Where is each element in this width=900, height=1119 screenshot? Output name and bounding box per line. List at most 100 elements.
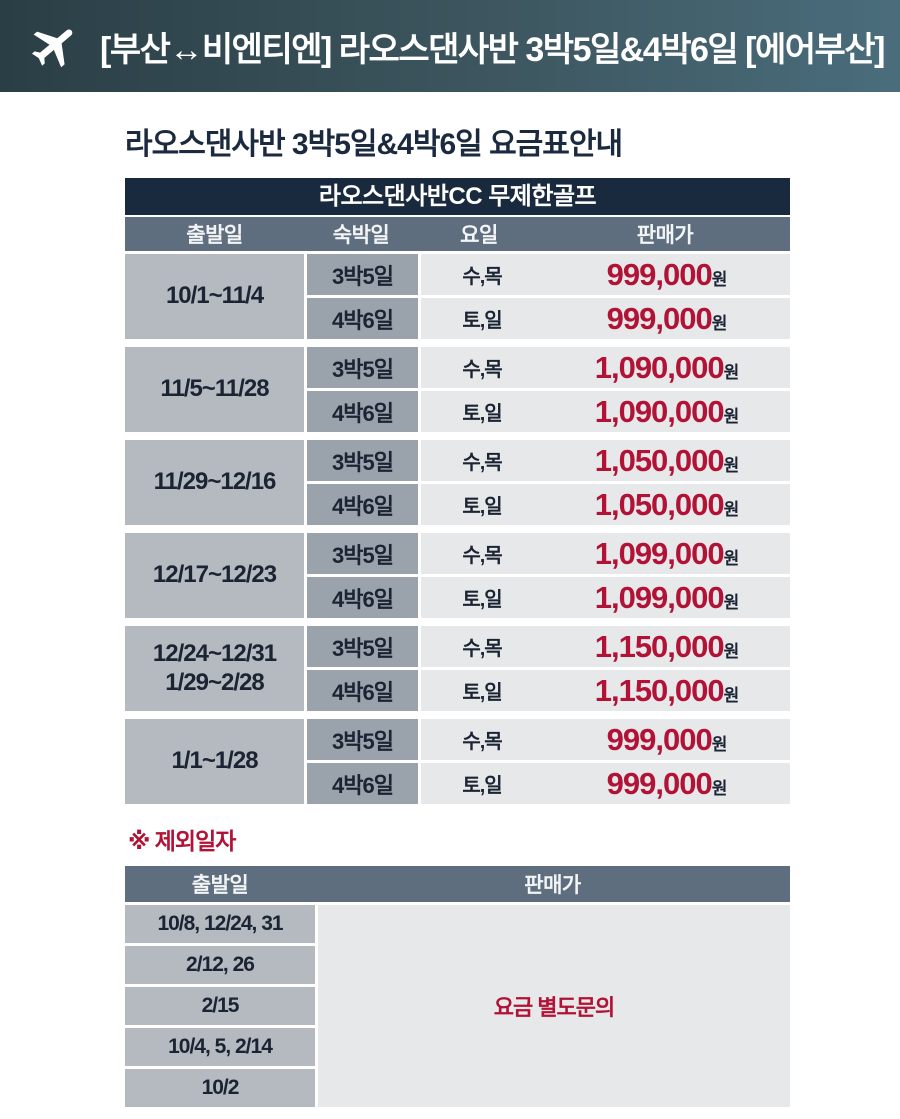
table-row: 3박5일 수,목 1,050,000원: [307, 440, 790, 481]
day-price-cell: 수,목 999,000원: [421, 719, 790, 760]
day-price-cell: 토,일 999,000원: [421, 763, 790, 804]
table-row: 4박6일 토,일 1,099,000원: [307, 577, 790, 618]
departure-date-cell: 10/1~11/4: [125, 254, 304, 339]
column-header-departure: 출발일: [191, 874, 249, 897]
price-value: 999,000원: [543, 257, 790, 293]
price-value: 999,000원: [543, 722, 790, 758]
currency-suffix: 원: [723, 548, 740, 568]
exclusion-date-cell: 10/8, 12/24, 31: [125, 905, 315, 943]
stay-cell: 4박6일: [307, 298, 418, 339]
price-amount: 999,000: [606, 721, 713, 757]
stay-cell: 3박5일: [307, 347, 418, 388]
currency-suffix: 원: [711, 778, 728, 798]
exclusion-note: 요금 별도문의: [318, 905, 790, 1107]
column-header-price: 판매가: [524, 874, 581, 897]
price-group: 11/29~12/16 3박5일 수,목 1,050,000원 4박6일 토,일…: [125, 440, 790, 525]
day-price-cell: 토,일 1,090,000원: [421, 391, 790, 432]
stay-cell: 3박5일: [307, 626, 418, 667]
header-banner: [부산↔비엔티엔] 라오스댄사반 3박5일&4박6일 [에어부산]: [0, 0, 900, 92]
price-amount: 1,050,000: [594, 486, 725, 522]
table-row: 3박5일 수,목 1,150,000원: [307, 626, 790, 667]
weekday-value: 토,일: [462, 310, 502, 332]
weekday-value: 수,목: [462, 638, 502, 660]
currency-suffix: 원: [723, 455, 740, 475]
price-value: 999,000원: [543, 766, 790, 802]
weekday-value: 수,목: [462, 545, 502, 567]
price-value: 1,099,000원: [543, 536, 790, 572]
stay-cell: 3박5일: [307, 533, 418, 574]
price-value: 1,050,000원: [543, 443, 790, 479]
price-group: 1/1~1/28 3박5일 수,목 999,000원 4박6일 토,일 999,…: [125, 719, 790, 804]
day-price-cell: 수,목 1,090,000원: [421, 347, 790, 388]
departure-date: 1/29~2/28: [165, 668, 264, 696]
airplane-icon: [26, 17, 84, 75]
price-table-title: 라오스댄사반CC 무제한골프: [125, 178, 790, 215]
price-value: 999,000원: [543, 301, 790, 337]
price-amount: 1,050,000: [594, 442, 725, 478]
price-amount: 1,099,000: [594, 535, 725, 571]
day-price-cell: 수,목 1,099,000원: [421, 533, 790, 574]
column-header-departure: 출발일: [186, 224, 243, 247]
departure-date: 12/24~12/31: [152, 640, 277, 668]
weekday-value: 토,일: [462, 682, 502, 704]
table-row: 4박6일 토,일 1,150,000원: [307, 670, 790, 711]
exclusion-date-cell: 10/2: [125, 1069, 315, 1107]
day-price-cell: 수,목 1,150,000원: [421, 626, 790, 667]
price-amount: 1,150,000: [594, 672, 725, 708]
exclusion-date-cell: 2/15: [125, 987, 315, 1025]
table-row: 4박6일 토,일 999,000원: [307, 298, 790, 339]
departure-date-cell: 1/1~1/28: [125, 719, 304, 804]
price-value: 1,099,000원: [543, 580, 790, 616]
table-row: 3박5일 수,목 1,099,000원: [307, 533, 790, 574]
price-amount: 1,090,000: [594, 393, 725, 429]
weekday-value: 수,목: [462, 359, 502, 381]
column-header-price: 판매가: [636, 224, 694, 247]
departure-date-cell: 11/29~12/16: [125, 440, 304, 525]
departure-date-cell: 12/24~12/31 1/29~2/28: [125, 626, 304, 711]
price-value: 1,090,000원: [543, 350, 790, 386]
price-value: 1,050,000원: [543, 487, 790, 523]
exclusion-table: 출발일 판매가 10/8, 12/24, 31 2/12, 26 2/15 10…: [125, 866, 790, 1107]
price-amount: 1,150,000: [594, 628, 725, 664]
stay-cell: 4박6일: [307, 484, 418, 525]
day-price-cell: 수,목 999,000원: [421, 254, 790, 295]
price-table: 라오스댄사반CC 무제한골프 출발일 숙박일 요일 판매가 10/1~11/4 …: [125, 178, 790, 804]
departure-date: 12/17~12/23: [152, 561, 277, 589]
stay-cell: 4박6일: [307, 763, 418, 804]
price-group: 12/17~12/23 3박5일 수,목 1,099,000원 4박6일 토,일…: [125, 533, 790, 618]
price-group: 12/24~12/31 1/29~2/28 3박5일 수,목 1,150,000…: [125, 626, 790, 711]
exclusion-date-cell: 2/12, 26: [125, 946, 315, 984]
weekday-value: 수,목: [462, 731, 502, 753]
price-value: 1,150,000원: [543, 673, 790, 709]
day-price-cell: 토,일 1,050,000원: [421, 484, 790, 525]
table-row: 4박6일 토,일 1,090,000원: [307, 391, 790, 432]
departure-date: 11/29~12/16: [153, 468, 277, 496]
weekday-value: 수,목: [462, 452, 502, 474]
day-price-cell: 토,일 1,099,000원: [421, 577, 790, 618]
currency-suffix: 원: [723, 641, 740, 661]
stay-cell: 4박6일: [307, 670, 418, 711]
stay-cell: 4박6일: [307, 391, 418, 432]
currency-suffix: 원: [723, 685, 740, 705]
currency-suffix: 원: [723, 592, 740, 612]
weekday-value: 토,일: [462, 775, 502, 797]
table-row: 4박6일 토,일 999,000원: [307, 763, 790, 804]
price-amount: 999,000: [606, 256, 713, 292]
currency-suffix: 원: [711, 269, 728, 289]
departure-date: 11/5~11/28: [160, 375, 269, 403]
exclusion-label: ※ 제외일자: [128, 828, 236, 854]
price-value: 1,090,000원: [543, 394, 790, 430]
stay-cell: 3박5일: [307, 254, 418, 295]
departure-date-cell: 11/5~11/28: [125, 347, 304, 432]
currency-suffix: 원: [723, 499, 740, 519]
currency-suffix: 원: [711, 734, 728, 754]
day-price-cell: 토,일 999,000원: [421, 298, 790, 339]
day-price-cell: 토,일 1,150,000원: [421, 670, 790, 711]
stay-cell: 3박5일: [307, 440, 418, 481]
stay-cell: 3박5일: [307, 719, 418, 760]
currency-suffix: 원: [711, 313, 728, 333]
price-table-column-headers: 출발일 숙박일 요일 판매가: [125, 217, 790, 251]
exclusion-column-headers: 출발일 판매가: [125, 866, 790, 902]
column-header-weekday: 요일: [460, 224, 498, 247]
stay-cell: 4박6일: [307, 577, 418, 618]
